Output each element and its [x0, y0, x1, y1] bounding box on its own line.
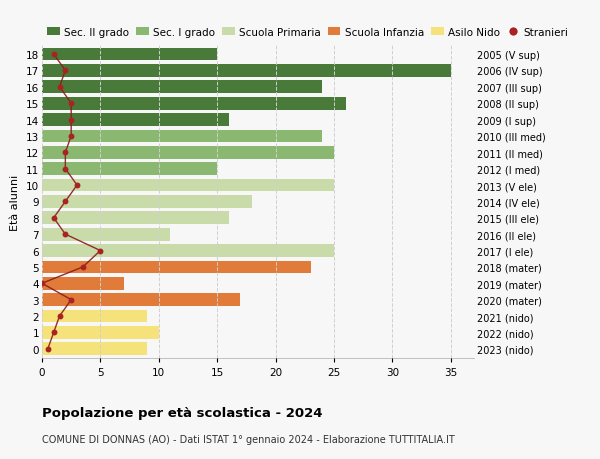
- Point: [78, 263, 88, 271]
- Bar: [42, 326, 159, 339]
- Bar: [42, 228, 170, 241]
- Legend: Sec. II grado, Sec. I grado, Scuola Primaria, Scuola Infanzia, Asilo Nido, Stran: Sec. II grado, Sec. I grado, Scuola Prim…: [47, 28, 569, 38]
- Bar: [42, 146, 334, 159]
- Point: [61, 231, 70, 238]
- Text: Popolazione per età scolastica - 2024: Popolazione per età scolastica - 2024: [42, 406, 323, 419]
- Point: [49, 215, 58, 222]
- Point: [61, 67, 70, 75]
- Bar: [42, 98, 346, 110]
- Point: [61, 198, 70, 206]
- Point: [61, 149, 70, 157]
- Bar: [42, 163, 217, 176]
- Text: COMUNE DI DONNAS (AO) - Dati ISTAT 1° gennaio 2024 - Elaborazione TUTTITALIA.IT: COMUNE DI DONNAS (AO) - Dati ISTAT 1° ge…: [42, 434, 455, 444]
- Bar: [42, 245, 334, 257]
- Point: [67, 133, 76, 140]
- Bar: [42, 49, 217, 61]
- Point: [61, 166, 70, 173]
- Y-axis label: Età alunni: Età alunni: [10, 174, 20, 230]
- Point: [55, 313, 64, 320]
- Bar: [42, 212, 229, 224]
- Bar: [42, 310, 147, 323]
- Point: [95, 247, 105, 255]
- Point: [49, 51, 58, 59]
- Bar: [42, 179, 334, 192]
- Bar: [42, 261, 311, 274]
- Bar: [42, 294, 241, 306]
- Bar: [42, 114, 229, 127]
- Bar: [42, 130, 322, 143]
- Point: [67, 297, 76, 304]
- Bar: [42, 196, 252, 208]
- Point: [72, 182, 82, 189]
- Point: [55, 84, 64, 91]
- Point: [67, 100, 76, 107]
- Point: [67, 117, 76, 124]
- Bar: [42, 65, 451, 78]
- Bar: [42, 81, 322, 94]
- Point: [43, 345, 53, 353]
- Bar: [42, 277, 124, 290]
- Bar: [42, 343, 147, 355]
- Point: [49, 329, 58, 336]
- Point: [37, 280, 47, 287]
